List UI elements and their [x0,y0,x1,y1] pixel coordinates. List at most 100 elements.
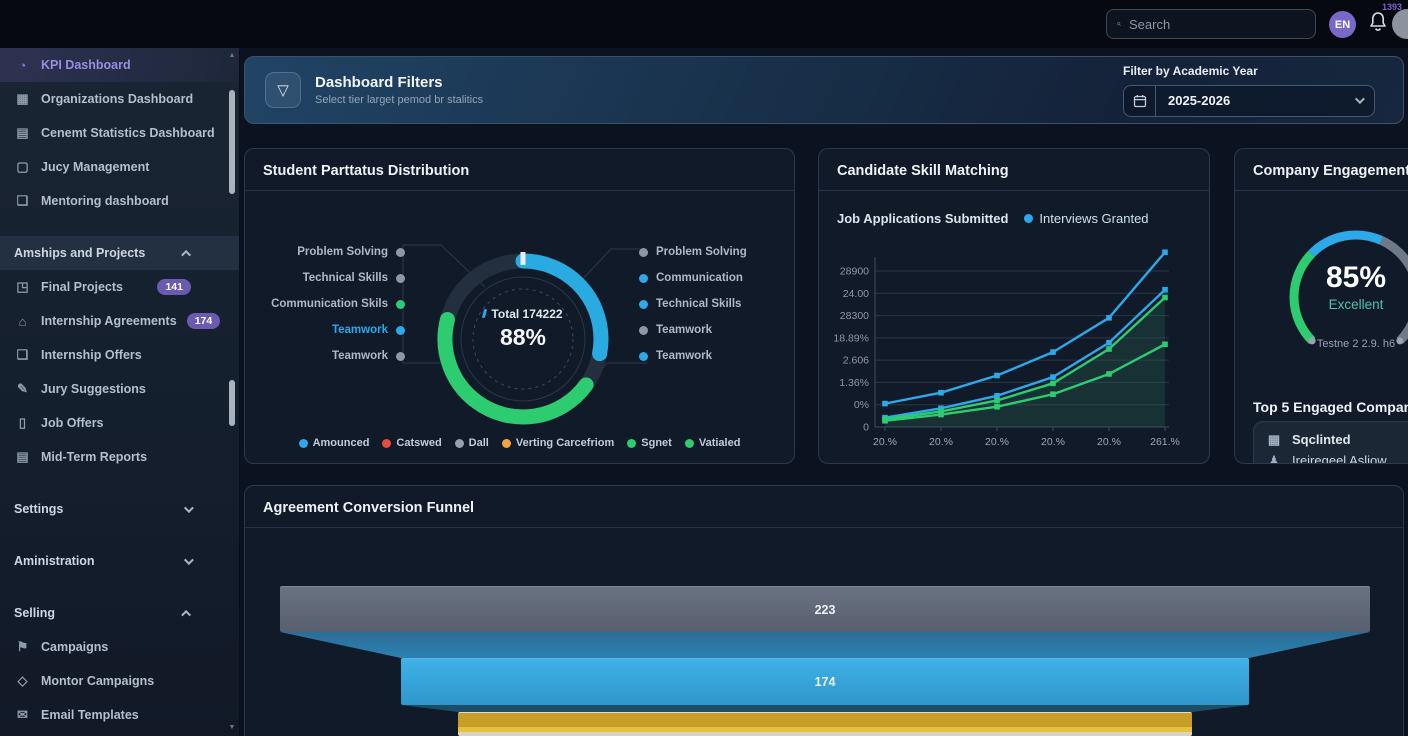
search-input[interactable] [1129,16,1305,32]
suggestions-icon: ✎ [17,381,28,396]
main-content: ▽ Dashboard Filters Select tier larget p… [240,48,1408,736]
filters-subtitle: Select tier larget pemod br stalitics [315,94,484,106]
donut-label-problem-solving: Problem Solving [271,239,405,265]
funnel-stage-3 [458,712,1192,736]
funnel-stage-2: 174 [401,658,1249,705]
sidebar-item-label: Cenemt Statistics Dashboard [41,126,215,140]
language-badge[interactable]: EN [1329,11,1356,38]
campaigns-icon: ⚑ [16,639,29,654]
job-offers-icon: ▯ [18,415,27,430]
legend-label: Amounced [312,437,370,449]
filters-title: Dashboard Filters [315,74,443,91]
legend-interviews-granted[interactable]: Interviews Granted [1024,211,1149,226]
final-projects-icon: ◳ [16,279,29,294]
legend-item-dall[interactable]: Dall [454,437,489,449]
svg-text:1.36%: 1.36% [839,377,869,389]
label-text: Technical Skills [656,298,742,310]
label-dot-icon [639,299,648,309]
funnel-chart: 223 174 [245,529,1403,736]
sidebar-item-job-offers[interactable]: ▯ Job Offers [0,406,239,440]
donut-label-technical-skills: Technical Skills [271,265,405,291]
label-dot-icon [639,325,648,335]
donut-label-communication: Communication [639,265,789,291]
sidebar: ◔ KPI Dashboard ▦ Organizations Dashboard ▤ C… [0,48,240,736]
sidebar-item-internship-agreements[interactable]: ⌂ Internship Agreements 174 [0,304,239,338]
label-dot-icon [639,273,648,283]
engaged-company-item[interactable]: ▦ Sqclinted ♟ Irejregeel Asliow [1253,421,1408,464]
sidebar-item-email-templates[interactable]: ✉ Email Templates [0,698,239,732]
offers-icon: ❏ [16,347,29,362]
skill-card-title: Candidate Skill Matching [819,149,1209,191]
sidebar-item-jury-suggestions[interactable]: ✎ Jury Suggestions [0,372,239,406]
sidebar-item-label: Internship Agreements [41,314,177,328]
email-templates-icon: ✉ [17,707,28,722]
academic-year-select[interactable]: 2025-2026 [1123,84,1375,117]
donut-label-technical-skills: Technical Skills [639,291,789,317]
donut-right-labels: Problem Solving Communication Technical Sk… [639,239,789,369]
academic-year-value: 2025-2026 [1168,93,1231,108]
legend-label: Verting Carcefriom [515,437,615,449]
avatar[interactable] [1392,9,1408,39]
sidebar-item-label: Organizations Dashboard [41,92,194,106]
chevron-up-icon [181,609,192,620]
donut-label-teamwork: Teamwork [271,343,405,369]
sidebar-section-selling[interactable]: Selling [0,596,239,630]
donut-legend: Amounced Catswed Dall Verting Carcefriom Sgn… [245,437,794,449]
dashboard-filters-card: ▽ Dashboard Filters Select tier larget p… [244,56,1404,124]
building-icon: ▦ [1267,431,1281,447]
label-text: Teamwork [656,324,713,336]
sidebar-item-cenemt-statistics-dashboard[interactable]: ▤ Cenemt Statistics Dashboard [0,116,239,150]
sidebar-item-mentoring-dashboard[interactable]: ❑ Mentoring dashboard [0,184,239,218]
legend-dot-icon [627,438,637,448]
sidebar-section-settings[interactable]: Settings [0,492,239,526]
section-label: Settings [14,502,64,516]
sidebar-item-organizations-dashboard[interactable]: ▦ Organizations Dashboard [0,82,239,116]
sidebar-nav: ◔ KPI Dashboard ▦ Organizations Dashboard ▤ C… [0,48,239,732]
sidebar-section-amships-and-projects[interactable]: Amships and Projects [0,236,239,270]
sidebar-item-internship-offers[interactable]: ❏ Internship Offers [0,338,239,372]
mentoring-icon: ❑ [16,193,29,208]
sidebar-section-aministration[interactable]: Aministration [0,544,239,578]
section-label: Amships and Projects [14,246,146,260]
sidebar-item-kpi-dashboard[interactable]: ◔ KPI Dashboard [0,48,239,82]
search-box[interactable] [1106,9,1316,39]
legend-item-verting-carcefriom[interactable]: Verting Carcefriom [501,437,615,449]
legend-item-catswed[interactable]: Catswed [382,437,442,449]
legend-job-applications[interactable]: Job Applications Submitted [837,211,1009,226]
sidebar-item-label: Final Projects [41,280,123,294]
sidebar-item-montor-campaigns[interactable]: ◇ Montor Campaigns [0,664,239,698]
chevron-down-icon [1354,94,1365,105]
jury-management-icon: ▢ [16,159,29,174]
filter-funnel-icon: ▽ [265,72,301,108]
sidebar-scrollbar[interactable]: ▲ ▼ [228,52,236,732]
reports-icon: ▤ [16,449,29,464]
kpi-dashboard-icon: ◔ [18,57,27,73]
search-icon [1117,22,1121,26]
scrollbar-thumb[interactable] [229,90,235,194]
label-dot-icon [396,299,405,309]
sidebar-item-final-projects[interactable]: ◳ Final Projects 141 [0,270,239,304]
topbar: EN 1393 [0,0,1408,48]
scrollbar-thumb[interactable] [229,380,235,426]
legend-item-vatialed[interactable]: Vatialed [684,437,740,449]
donut-chart [437,252,609,425]
legend-item-sgnet[interactable]: Sgnet [627,437,672,449]
sidebar-item-label: Jury Suggestions [41,382,146,396]
funnel-card: Agreement Conversion Funnel 223 174 [244,485,1404,736]
sidebar-item-mid-term-reports[interactable]: ▤ Mid-Term Reports [0,440,239,474]
company-detail: Irejregeel Asliow [1292,453,1387,464]
scroll-up-icon[interactable]: ▲ [228,52,236,59]
notifications-button[interactable] [1366,10,1392,38]
sidebar-item-campaigns[interactable]: ⚑ Campaigns [0,630,239,664]
sidebar-item-jucy-management[interactable]: ▢ Jucy Management [0,150,239,184]
person-icon: ♟ [1268,452,1280,464]
label-dot-icon [639,247,648,257]
svg-text:20.%: 20.% [1097,436,1121,448]
legend-item-amounced[interactable]: Amounced [298,437,370,449]
label-dot-icon [396,273,405,283]
donut-label-problem-solving: Problem Solving [639,239,789,265]
label-text: Communication [656,272,743,284]
funnel-stage-1: 223 [280,586,1370,632]
legend-dot-icon [382,438,392,448]
scroll-down-icon[interactable]: ▼ [228,724,236,731]
